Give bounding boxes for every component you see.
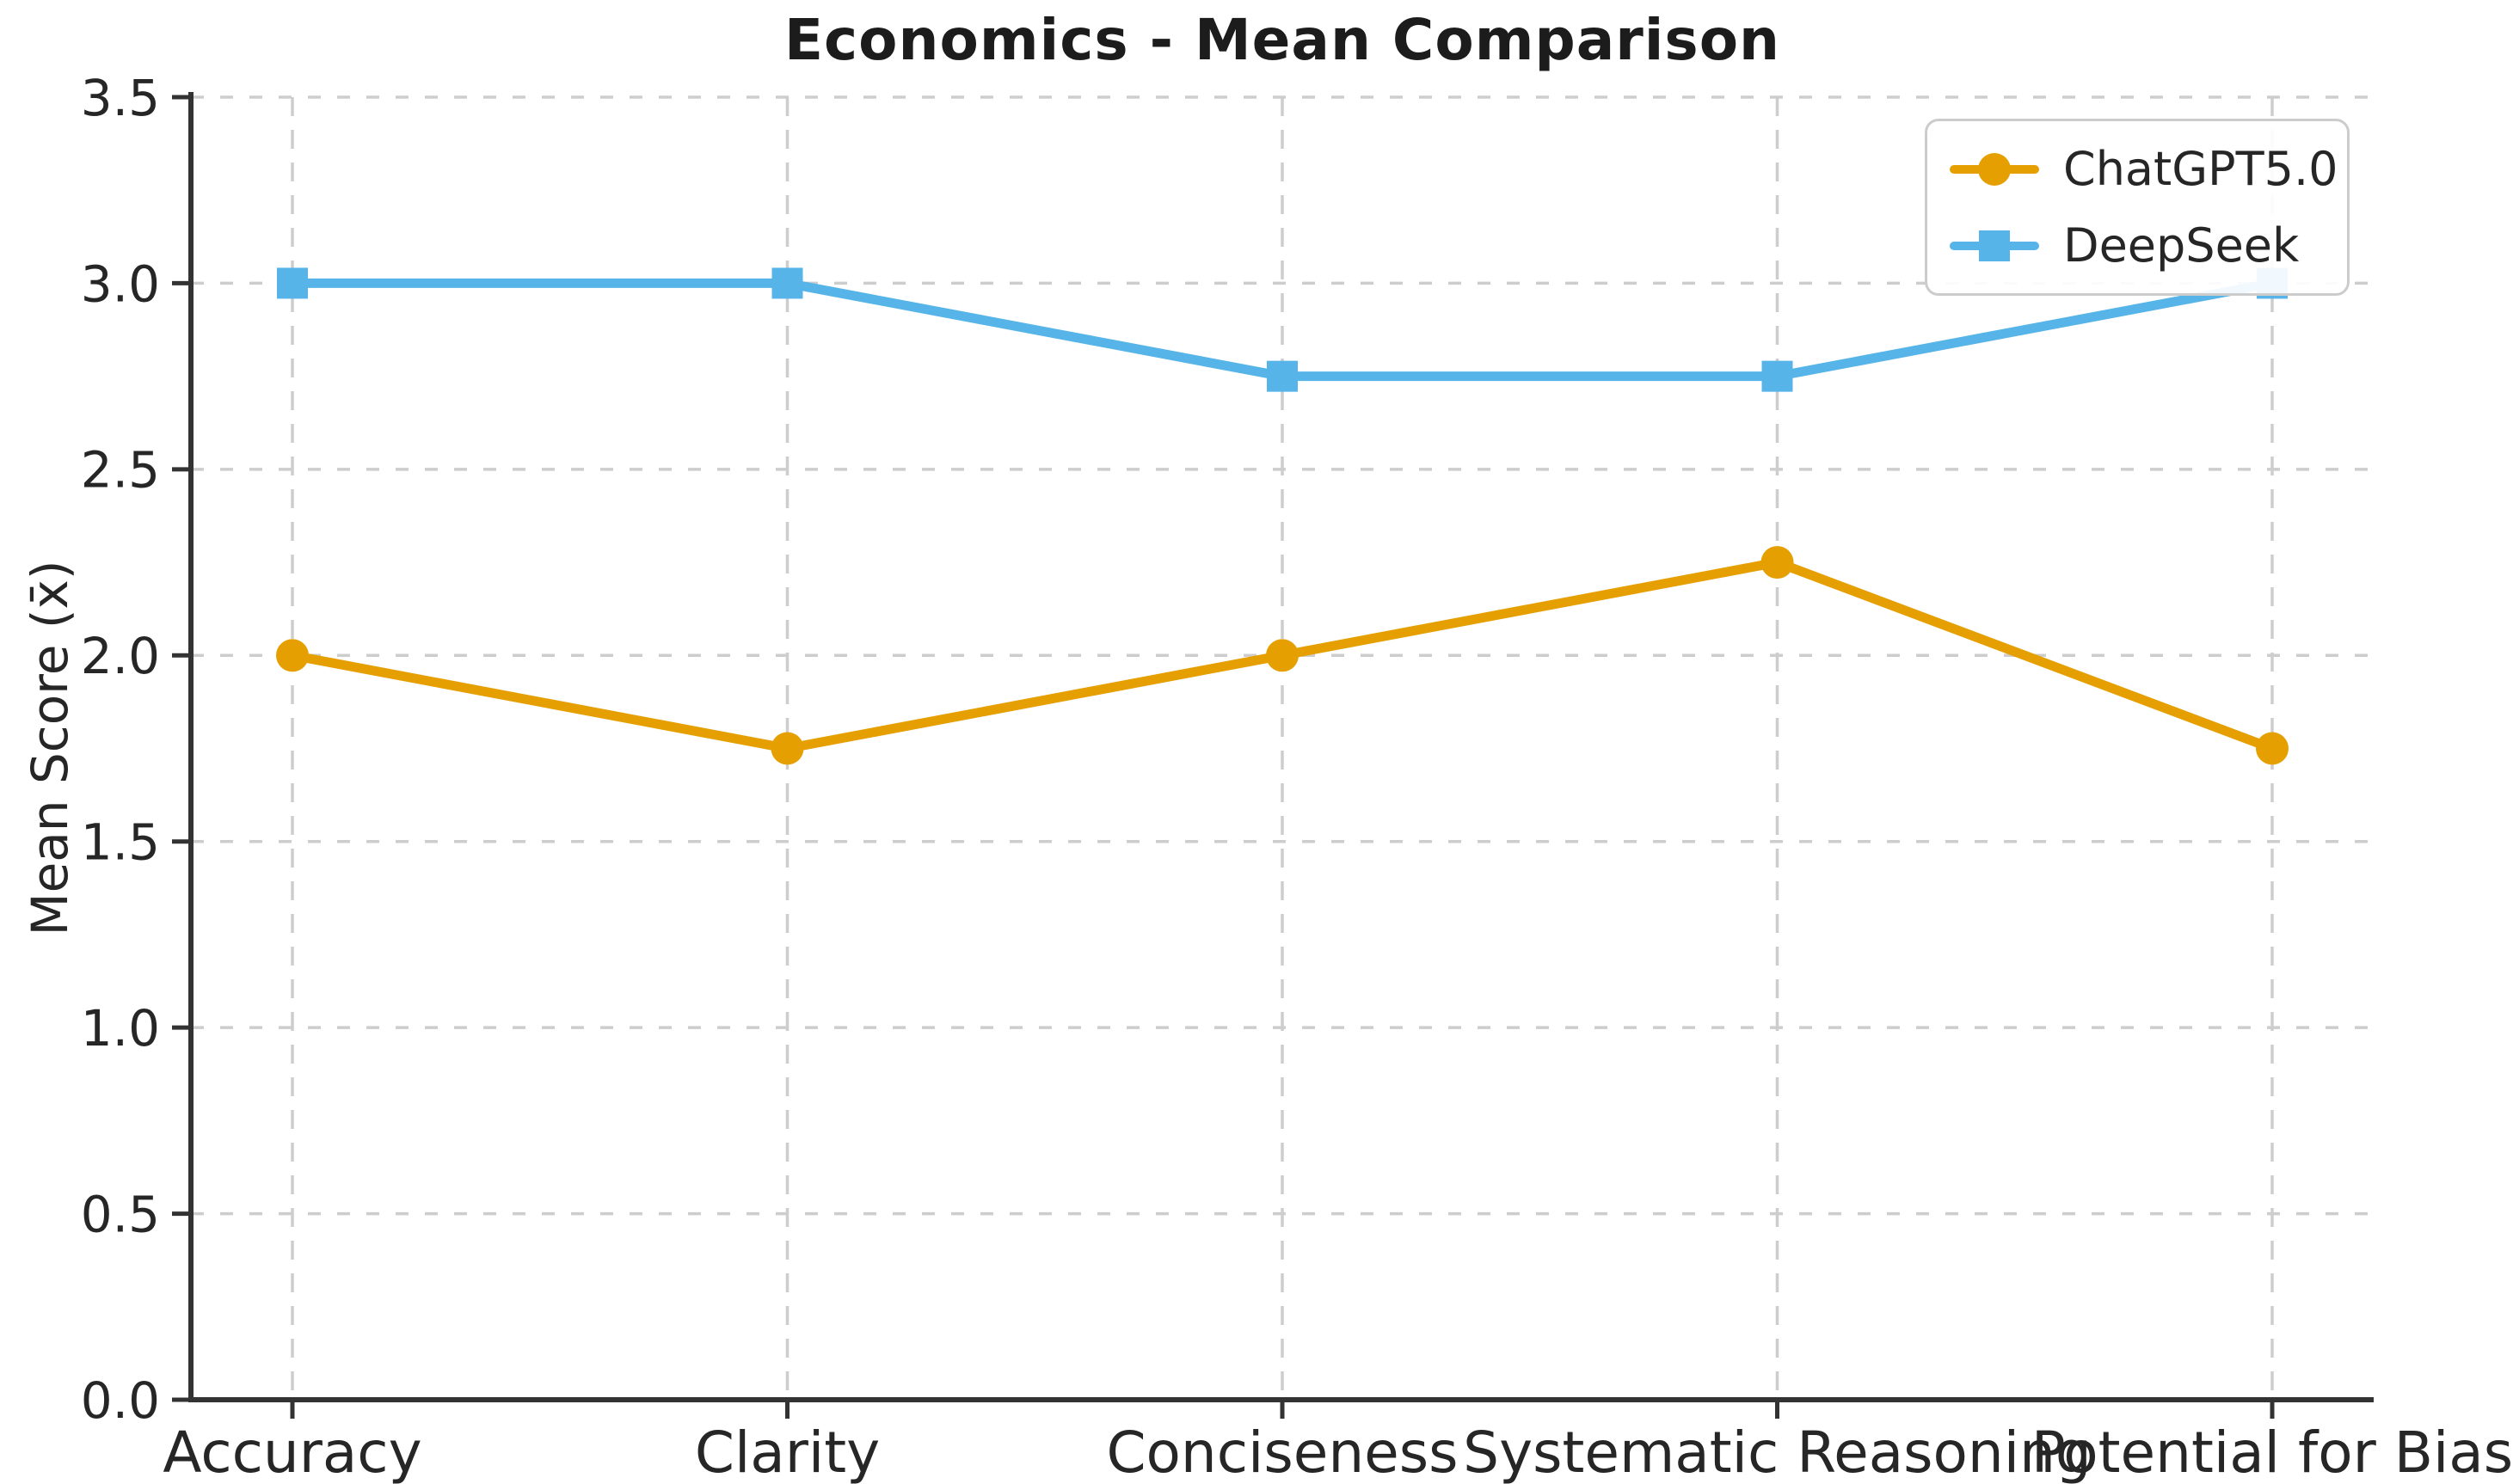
legend-label-deepseek: DeepSeek xyxy=(2063,218,2300,273)
data-point-circle xyxy=(771,732,804,765)
data-point-circle xyxy=(2256,732,2289,765)
square-marker-icon xyxy=(1979,230,2010,261)
x-tick-label: Conciseness xyxy=(1106,1420,1458,1484)
y-axis-label: Mean Score (x̄) xyxy=(21,560,79,936)
x-tick-label: Systematic Reasoning xyxy=(1463,1420,2092,1484)
data-point-circle xyxy=(1760,546,1794,579)
legend-line-square-icon xyxy=(1950,227,2039,265)
legend-label-chatgpt: ChatGPT5.0 xyxy=(2063,142,2338,196)
x-tick-label: Clarity xyxy=(695,1420,880,1484)
legend-line-circle-icon xyxy=(1950,150,2039,188)
legend: ChatGPT5.0 DeepSeek xyxy=(1925,119,2350,296)
x-tick-label: Accuracy xyxy=(163,1420,421,1484)
chart-title: Economics - Mean Comparison xyxy=(783,7,1781,73)
y-tick-label: 0.5 xyxy=(81,1185,160,1243)
circle-marker-icon xyxy=(1978,152,2011,186)
legend-entry-chatgpt: ChatGPT5.0 xyxy=(1950,142,2338,196)
y-tick-label: 0.0 xyxy=(81,1371,160,1430)
x-tick-label: Potential for Bias xyxy=(2031,1420,2513,1484)
y-tick-label: 3.0 xyxy=(81,254,160,313)
data-point-circle xyxy=(276,639,309,672)
y-tick-label: 2.5 xyxy=(81,441,160,500)
y-tick-label: 2.0 xyxy=(81,627,160,685)
y-tick-label: 1.0 xyxy=(81,999,160,1058)
y-tick-label: 3.5 xyxy=(81,69,160,127)
data-point-square xyxy=(1761,360,1793,392)
y-tick-label: 1.5 xyxy=(81,813,160,872)
data-point-circle xyxy=(1266,639,1299,672)
data-point-square xyxy=(771,267,803,299)
data-point-square xyxy=(277,267,308,299)
legend-entry-deepseek: DeepSeek xyxy=(1950,218,2321,273)
data-point-square xyxy=(1267,360,1298,392)
